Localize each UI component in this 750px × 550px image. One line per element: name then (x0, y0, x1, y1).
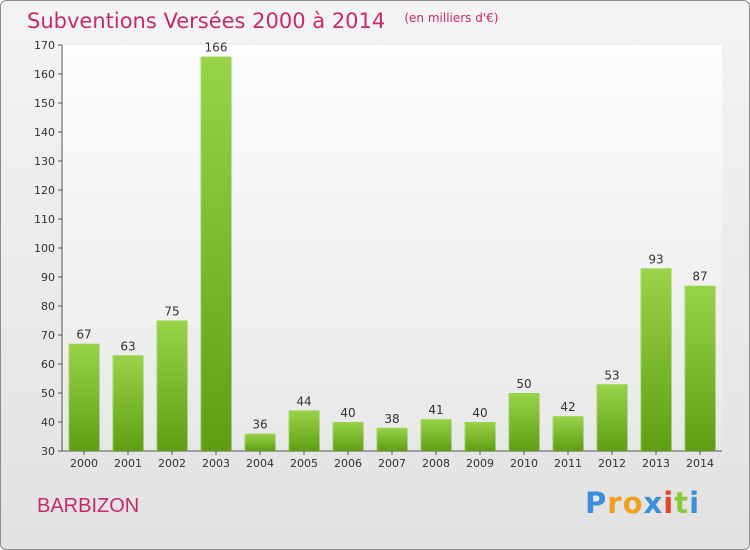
bar-2009 (464, 422, 496, 451)
bar-2001 (112, 355, 144, 451)
bar-value-label: 41 (428, 403, 443, 417)
logo-letter: r (607, 486, 623, 520)
bar-2005 (288, 410, 320, 451)
bar-value-label: 50 (516, 377, 531, 391)
y-tick-label: 130 (34, 155, 55, 168)
title-row: Subventions Versées 2000 à 2014 (en mill… (27, 9, 498, 33)
bar-2013 (640, 268, 672, 451)
bar-value-label: 36 (252, 418, 267, 432)
x-tick-label: 2014 (686, 457, 714, 470)
logo-letter: t (674, 486, 690, 520)
x-tick-label: 2013 (642, 457, 670, 470)
bar-value-label: 67 (76, 328, 91, 342)
y-tick-label: 110 (34, 213, 55, 226)
y-tick-label: 70 (41, 329, 55, 342)
bar-value-label: 40 (472, 406, 487, 420)
x-tick-label: 2005 (290, 457, 318, 470)
x-tick-label: 2007 (378, 457, 406, 470)
bar-2007 (376, 427, 408, 451)
y-tick-label: 100 (34, 242, 55, 255)
bar-value-label: 87 (692, 270, 707, 284)
x-tick-label: 2010 (510, 457, 538, 470)
y-tick-label: 150 (34, 97, 55, 110)
y-tick-label: 90 (41, 271, 55, 284)
y-tick-label: 30 (41, 445, 55, 458)
bar-value-label: 63 (120, 339, 135, 353)
bar-2006 (332, 422, 364, 451)
bar-2010 (508, 393, 540, 451)
bar-value-label: 166 (205, 41, 228, 55)
bar-value-label: 38 (384, 412, 399, 426)
logo-letter: P (585, 486, 608, 520)
x-tick-label: 2011 (554, 457, 582, 470)
y-tick-label: 140 (34, 126, 55, 139)
bar-value-label: 53 (604, 368, 619, 382)
bar-2000 (68, 343, 100, 451)
bar-value-label: 44 (296, 394, 311, 408)
chart-subtitle: (en milliers d'€) (404, 11, 499, 25)
x-tick-label: 2004 (246, 457, 274, 470)
y-tick-label: 160 (34, 68, 55, 81)
logo-letter: i (663, 486, 675, 520)
bar-2003 (200, 56, 232, 451)
x-tick-label: 2006 (334, 457, 362, 470)
bar-value-label: 93 (648, 252, 663, 266)
proxiti-logo: Proxiti (585, 486, 700, 520)
commune-name: BARBIZON (37, 495, 140, 517)
bar-value-label: 75 (164, 305, 179, 319)
x-tick-label: 2012 (598, 457, 626, 470)
y-tick-label: 80 (41, 300, 55, 313)
bar-value-label: 42 (560, 400, 575, 414)
bar-2012 (596, 384, 628, 451)
bar-2004 (244, 433, 276, 451)
bar-value-label: 40 (340, 406, 355, 420)
y-tick-label: 170 (34, 39, 55, 52)
bar-2008 (420, 419, 452, 451)
x-tick-label: 2009 (466, 457, 494, 470)
y-tick-label: 120 (34, 184, 55, 197)
x-tick-label: 2003 (202, 457, 230, 470)
x-tick-label: 2001 (114, 457, 142, 470)
logo-letter: i (689, 486, 701, 520)
bar-2014 (684, 285, 716, 451)
y-tick-label: 40 (41, 416, 55, 429)
bar-2011 (552, 416, 584, 451)
x-tick-label: 2008 (422, 457, 450, 470)
x-tick-label: 2002 (158, 457, 186, 470)
logo-letter: o (622, 486, 644, 520)
bar-2002 (156, 320, 188, 451)
chart-title: Subventions Versées 2000 à 2014 (27, 9, 386, 33)
y-tick-label: 50 (41, 387, 55, 400)
y-tick-label: 60 (41, 358, 55, 371)
x-tick-label: 2000 (70, 457, 98, 470)
logo-letter: x (643, 486, 664, 520)
